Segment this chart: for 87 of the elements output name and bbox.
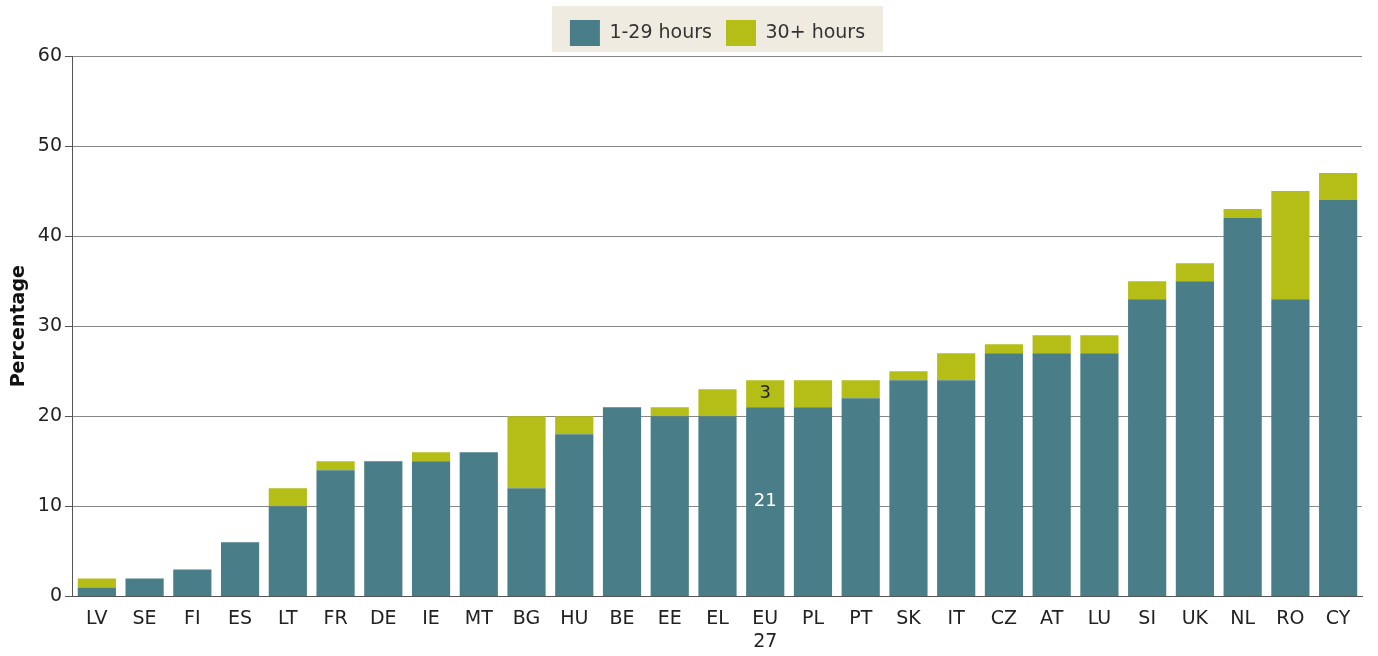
- x-tick-label: SI: [1138, 605, 1156, 628]
- bar: [650, 407, 689, 417]
- y-tick-label: 40: [37, 223, 62, 246]
- x-tick-label: BG: [512, 605, 541, 628]
- x-tick-label: IE: [422, 605, 440, 628]
- bar: [1032, 335, 1071, 354]
- bar: [77, 587, 116, 596]
- x-tick-label: SK: [896, 605, 922, 628]
- bar: [793, 380, 833, 408]
- x-tick-label: LT: [278, 605, 298, 628]
- x-tick-label: CZ: [990, 605, 1018, 628]
- x-tick-label: UK: [1181, 605, 1209, 628]
- bar: [220, 542, 260, 596]
- bar: [984, 353, 1024, 596]
- bar: [411, 461, 451, 596]
- y-tick-label: 10: [37, 493, 62, 516]
- bar: [650, 416, 689, 596]
- x-tick-label: FI: [184, 605, 201, 628]
- bar: [1128, 281, 1167, 300]
- bar: [1223, 209, 1262, 219]
- x-tick-label: AT: [1040, 605, 1064, 628]
- x-tick-label: PL: [801, 605, 825, 628]
- data-label: 21: [753, 489, 777, 511]
- x-tick-label: DE: [369, 605, 397, 628]
- bar: [364, 461, 403, 596]
- bar: [889, 380, 928, 596]
- bar: [316, 470, 355, 596]
- legend-label: 1-29 hours: [609, 19, 713, 42]
- bar: [698, 416, 737, 596]
- bar: [1319, 173, 1358, 201]
- legend-label: 30+ hours: [765, 19, 866, 42]
- x-tick-label: EU 27: [752, 605, 779, 651]
- bar: [1128, 299, 1167, 596]
- x-tick-label: MT: [464, 605, 494, 628]
- bar: [77, 578, 116, 588]
- bar: [555, 416, 594, 435]
- bar: [268, 488, 307, 507]
- bar: [507, 416, 546, 489]
- bar: [1223, 218, 1262, 596]
- bar: [841, 380, 880, 399]
- bar: [268, 506, 307, 596]
- bar: [746, 380, 785, 408]
- bar: [411, 452, 451, 462]
- bar: [1080, 335, 1119, 354]
- x-tick-label: LV: [86, 605, 108, 628]
- x-tick-label: BE: [609, 605, 635, 628]
- bar: [316, 461, 355, 471]
- bar: [746, 407, 785, 596]
- bar: [1032, 353, 1071, 596]
- y-tick-label: 60: [37, 42, 62, 65]
- x-tick-label: PT: [849, 605, 873, 628]
- bar: [937, 380, 976, 596]
- x-tick-label: CY: [1325, 605, 1351, 628]
- x-tick-label: HU: [560, 605, 589, 628]
- bar: [173, 569, 212, 596]
- bar: [555, 434, 594, 596]
- bar: [125, 578, 164, 596]
- x-tick-label: EE: [657, 605, 682, 628]
- bar: [507, 488, 546, 596]
- bar: [889, 371, 928, 381]
- bar: [937, 353, 976, 381]
- x-tick-label: IT: [947, 605, 966, 628]
- y-tick-label: 50: [37, 133, 62, 155]
- bar: [459, 452, 498, 596]
- bar: [1175, 263, 1214, 282]
- x-tick-label: SE: [132, 605, 157, 628]
- bar: [984, 344, 1024, 354]
- bar: [1175, 281, 1214, 596]
- bar: [841, 398, 880, 596]
- bar: [1271, 299, 1310, 596]
- x-tick-label: NL: [1230, 605, 1256, 628]
- bar: [602, 407, 642, 596]
- x-tick-label: ES: [228, 605, 253, 628]
- bar: [698, 389, 737, 417]
- y-tick-label: 30: [37, 313, 62, 336]
- data-label: 3: [759, 381, 771, 403]
- bar: [1271, 191, 1310, 300]
- bar: [1319, 200, 1358, 596]
- y-tick-label: 20: [37, 403, 62, 426]
- bar: [1080, 353, 1119, 596]
- x-tick-label: RO: [1276, 605, 1305, 628]
- bar: [793, 407, 833, 596]
- y-axis-title: Percentage: [6, 265, 29, 388]
- x-tick-label: LU: [1087, 605, 1112, 628]
- x-tick-label: EL: [706, 605, 730, 628]
- x-tick-label: FR: [323, 605, 348, 628]
- y-tick-label: 0: [49, 583, 62, 606]
